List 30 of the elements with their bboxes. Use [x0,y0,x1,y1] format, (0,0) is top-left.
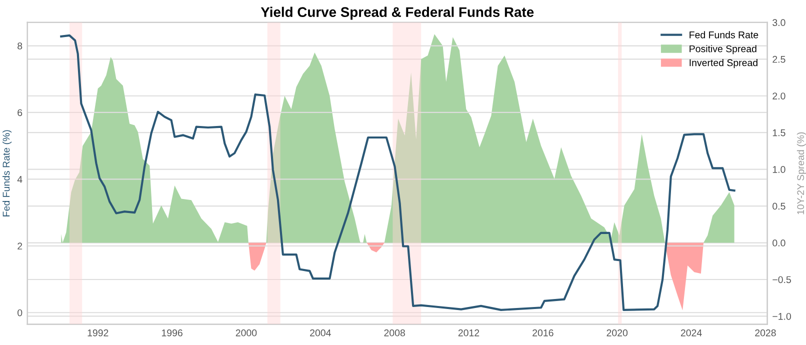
x-tick-label: 2000 [236,329,257,336]
x-tick-label: 2004 [310,329,331,336]
x-tick-label: 2020 [606,329,628,336]
x-tick-label: 1996 [162,329,182,336]
y-axis-title: Fed Funds Rate (%) [2,130,12,216]
x-tick-label: 1992 [88,329,108,336]
y2-axis-title: 10Y-2Y Spread (%) [796,132,806,214]
x-tick-label: 2016 [532,329,554,336]
y2-tick-label: −1.0 [772,312,791,320]
y2-tick-label: 2.5 [772,56,786,63]
legend-label: Positive Spread [690,45,756,54]
y2-tick-label: 1.0 [772,166,786,173]
y2-tick-label: −0.5 [772,276,791,284]
y-tick-label: 4 [17,176,22,183]
x-tick-label: 2028 [755,329,776,336]
y2-tick-label: 0.0 [772,240,786,246]
y-tick-label: 8 [18,42,22,50]
y-tick-label: 6 [18,109,22,116]
legend-label: Inverted Spread [690,59,758,68]
y2-tick-label: 0.5 [772,202,786,210]
x-tick-label: 2008 [384,329,405,336]
chart-title: Yield Curve Spread & Federal Funds Rate [260,6,534,20]
y2-tick-label: 3.0 [772,19,786,26]
x-tick-label: 2012 [458,329,480,336]
legend-label: Fed Funds Rate [690,31,758,38]
y2-tick-label: 2.0 [772,92,786,100]
x-tick-label: 2024 [680,329,702,336]
y-tick-label: 2 [18,242,22,250]
y-tick-label: 0 [18,309,22,316]
y2-tick-label: 1.5 [772,129,786,136]
